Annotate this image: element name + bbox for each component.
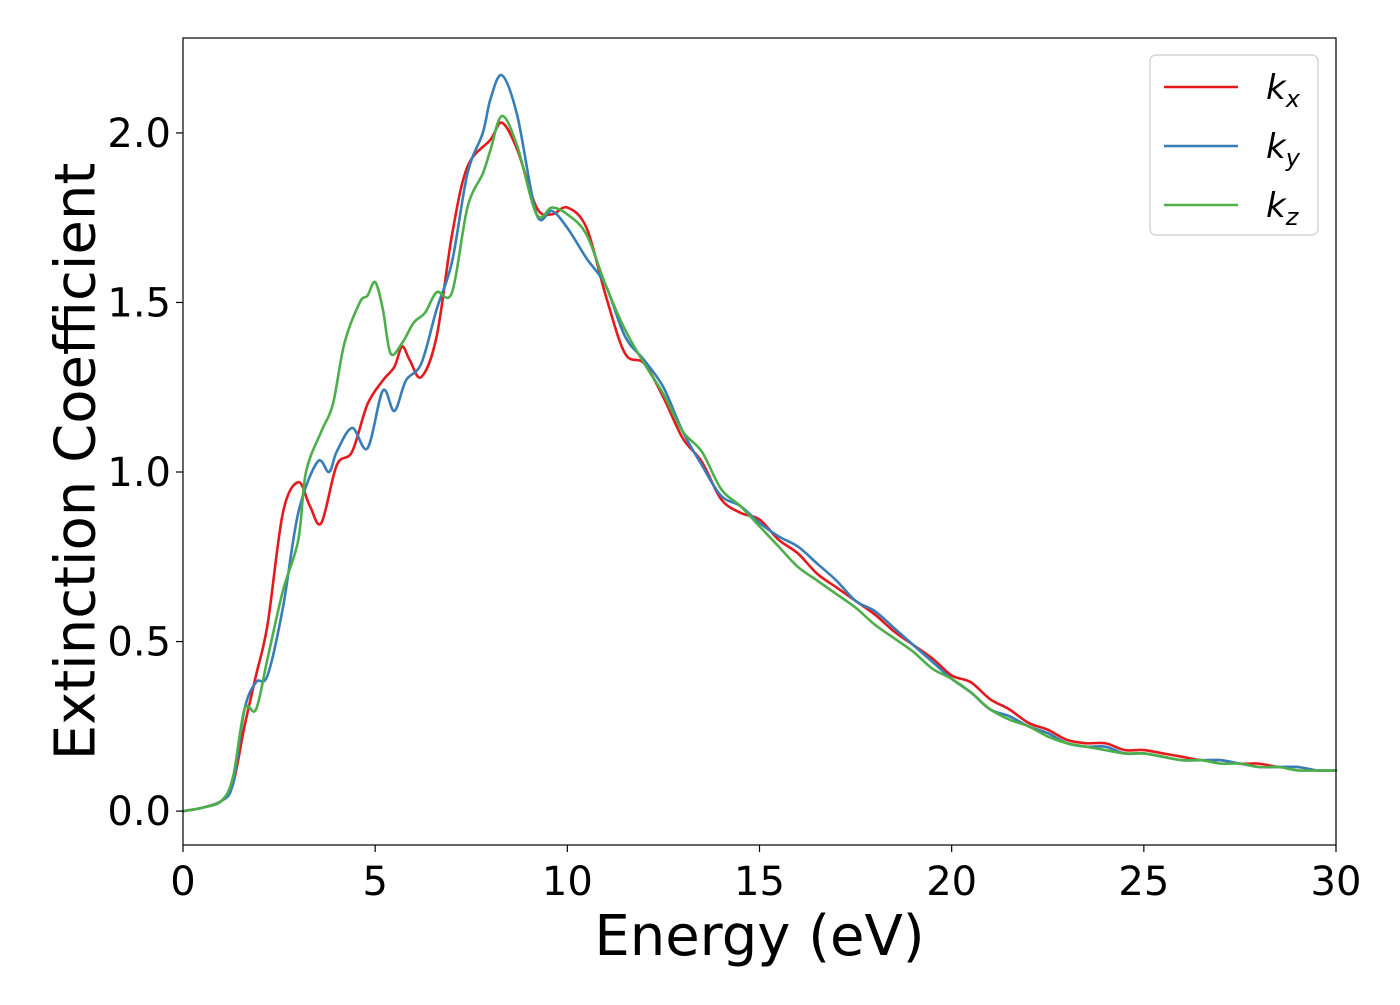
legend-label-z: kz	[1266, 186, 1300, 231]
y-axis-title: Extinction Coefficient	[44, 163, 109, 761]
x-tick-label: 25	[1118, 859, 1169, 905]
legend-label-main: k	[1266, 127, 1287, 167]
x-tick-label: 0	[170, 859, 195, 905]
series-line-z	[181, 114, 1338, 813]
legend-label-subscript: y	[1285, 144, 1301, 172]
y-tick-label: 1.0	[107, 450, 171, 496]
x-tick-label: 5	[362, 859, 387, 905]
legend-label-main: k	[1266, 186, 1287, 226]
legend-label-subscript: z	[1285, 203, 1300, 231]
y-tick-label: 2.0	[107, 111, 171, 157]
x-axis-title: Energy (eV)	[594, 904, 924, 969]
x-axis-ticks: 0 5 10 15 20 25 30	[170, 845, 1361, 905]
y-axis-ticks: 0.0 0.5 1.0 1.5 2.0	[107, 111, 183, 835]
legend-label-main: k	[1266, 68, 1287, 108]
y-tick-label: 1.5	[107, 280, 171, 326]
x-tick-label: 10	[542, 859, 593, 905]
x-tick-label: 15	[734, 859, 785, 905]
y-tick-label: 0.0	[107, 789, 171, 835]
legend-label-x: kx	[1266, 68, 1301, 113]
legend-label-subscript: x	[1285, 85, 1301, 113]
series-layer	[181, 73, 1338, 813]
legend-label-y: ky	[1266, 127, 1301, 172]
series-line-x	[181, 121, 1338, 813]
y-tick-label: 0.5	[107, 620, 171, 666]
x-tick-label: 30	[1311, 859, 1362, 905]
x-tick-label: 20	[926, 859, 977, 905]
